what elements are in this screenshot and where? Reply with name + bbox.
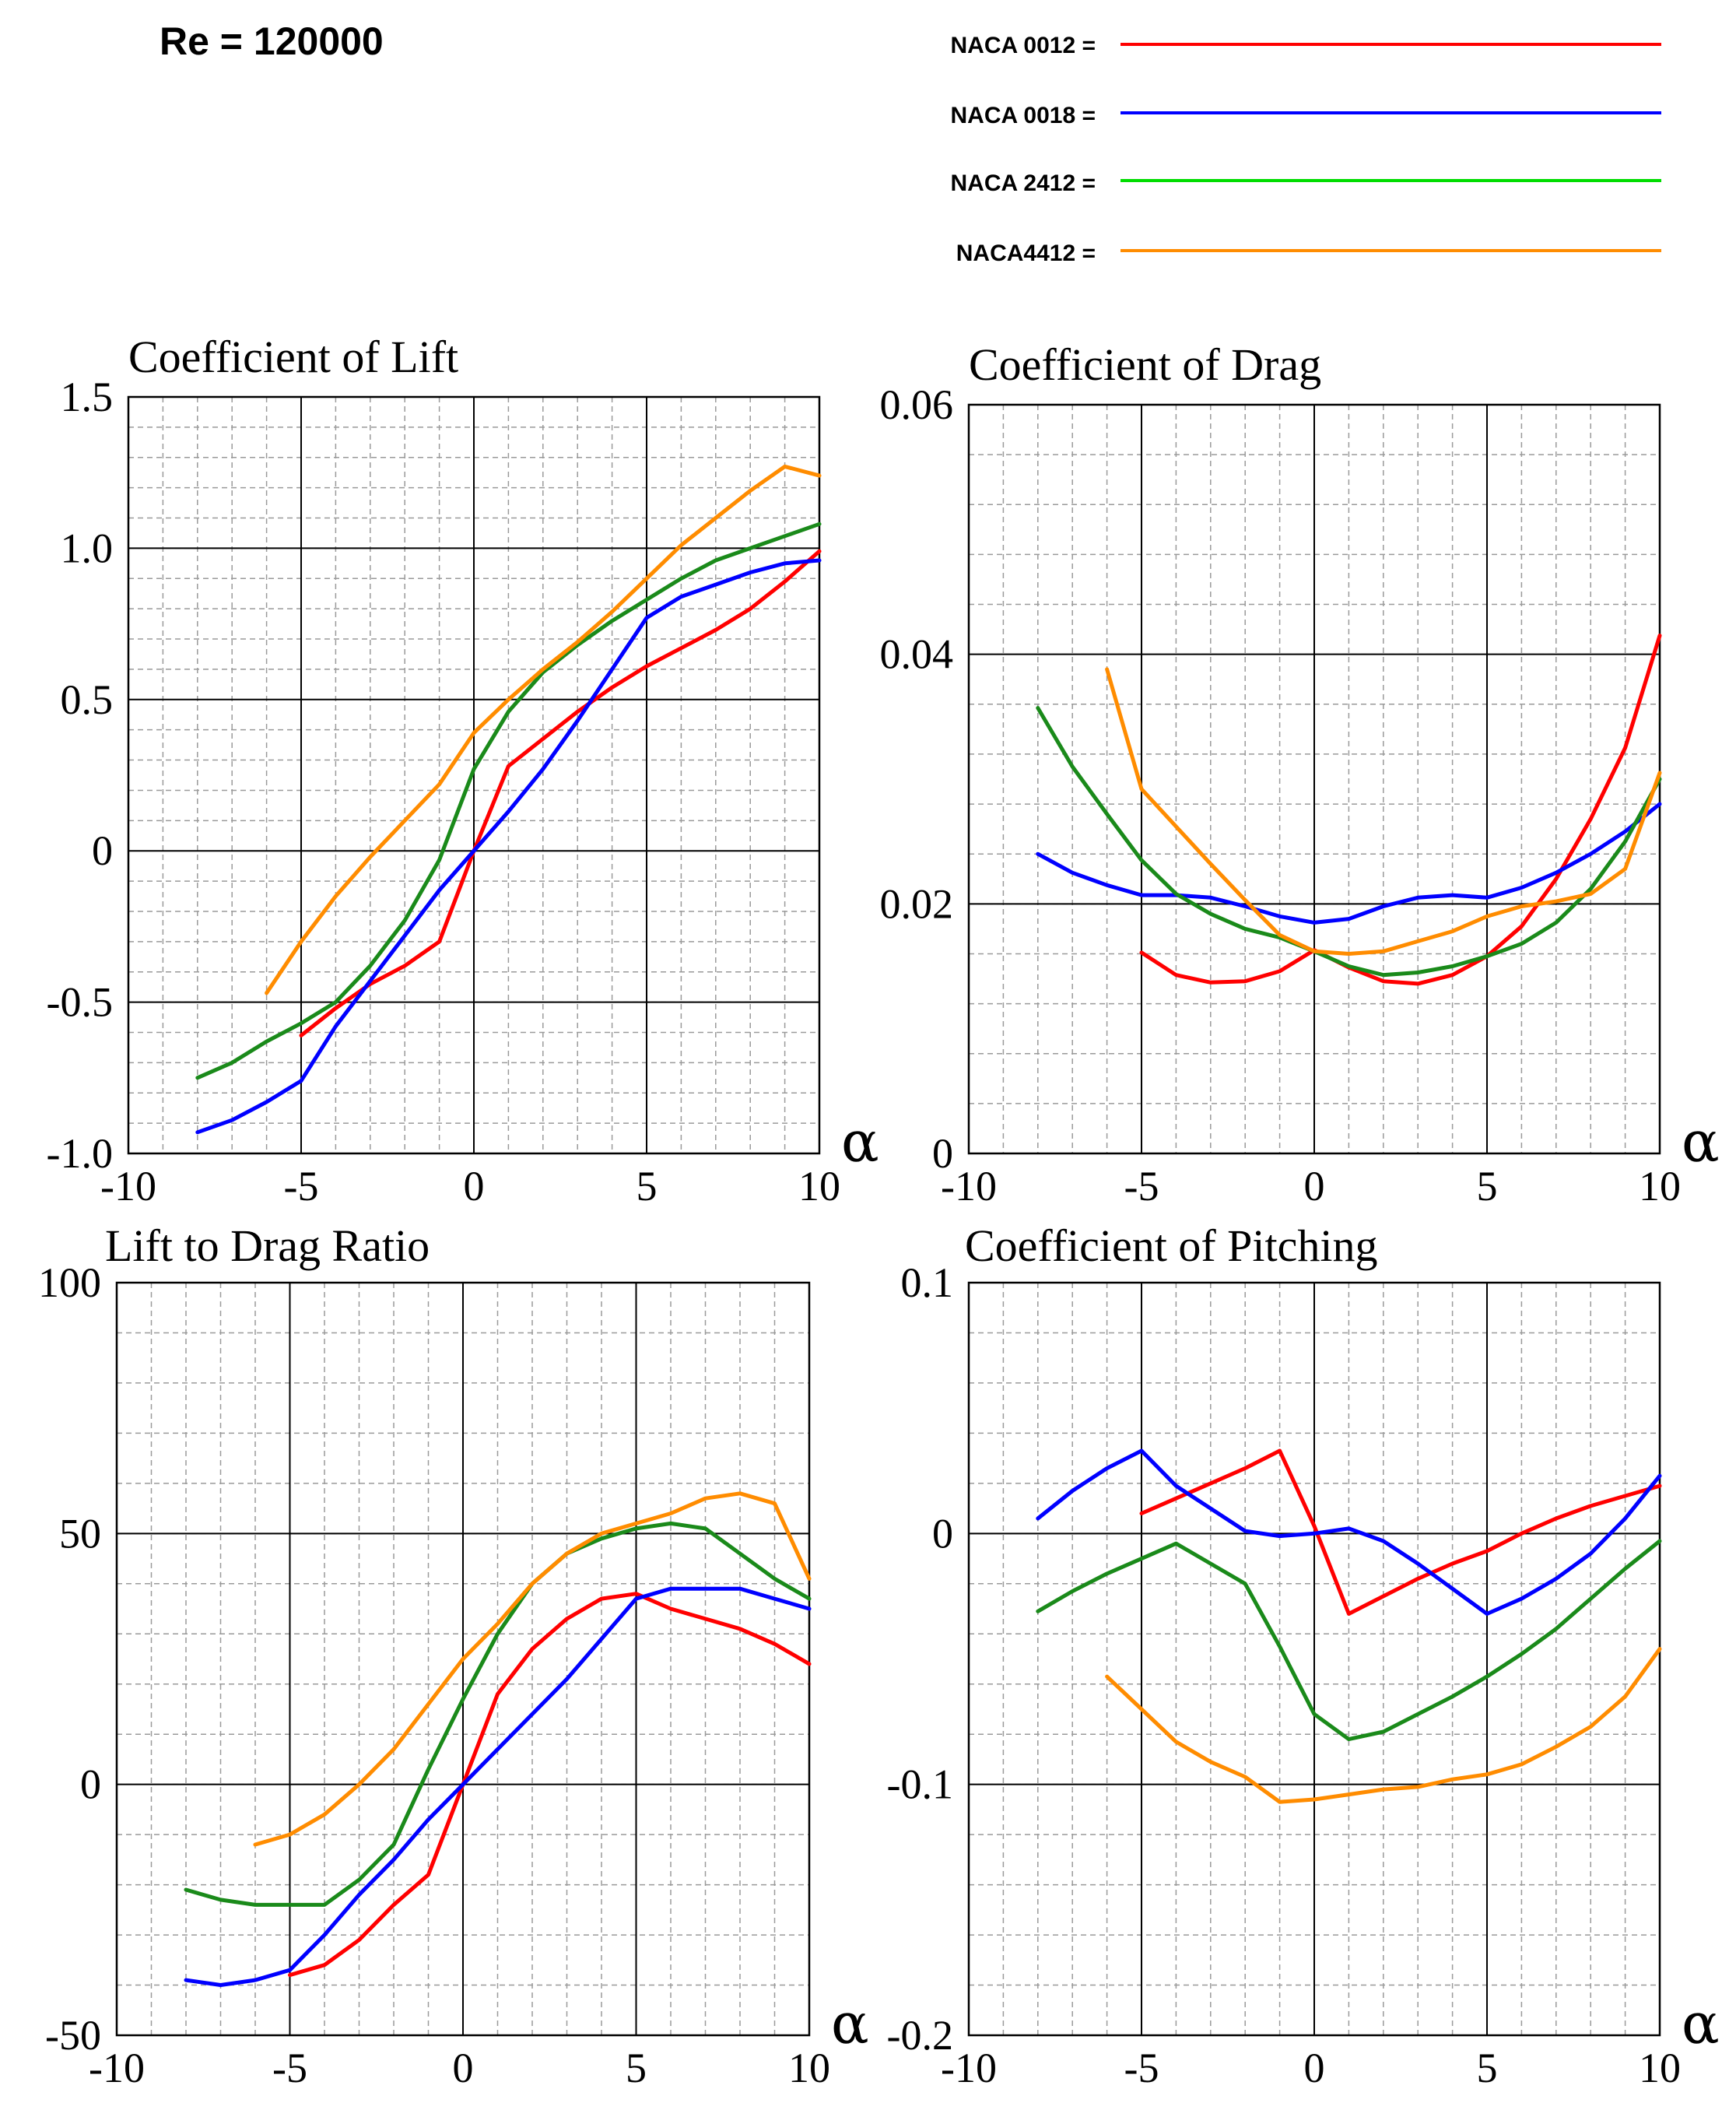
chart-title: Coefficient of Drag xyxy=(969,339,1321,390)
series-line-naca-2412 xyxy=(1036,1539,1662,1742)
series-line-naca-2412 xyxy=(195,521,822,1080)
series-line-naca-0018 xyxy=(195,558,822,1135)
legend-entry-naca-0018: NACA 0018 = xyxy=(951,103,1661,128)
series-line-naca-2412 xyxy=(1036,706,1662,978)
series-line-naca-0018 xyxy=(1036,802,1662,925)
y-tick-label: 0.1 xyxy=(901,1259,954,1306)
y-tick-label: 0.06 xyxy=(880,381,954,428)
chart-title: Coefficient of Lift xyxy=(128,332,458,382)
y-tick-label: 50 xyxy=(59,1510,101,1557)
legend-entry-naca-0012: NACA 0012 = xyxy=(951,33,1661,58)
chart-panel-drag: Coefficient of Drag 0 0.02 0.04 0.06 -10 -5 0 5 1… xyxy=(880,339,1720,1209)
series-line-naca4412 xyxy=(1105,667,1662,956)
series-lines xyxy=(1036,634,1662,986)
legend-label-naca4412: NACA4412 = xyxy=(956,240,1096,266)
y-tick-label: 100 xyxy=(38,1259,101,1306)
legend-label-naca-2412: NACA 2412 = xyxy=(951,170,1096,196)
x-tick-label: 10 xyxy=(788,2045,830,2091)
x-tick-label: 5 xyxy=(637,1163,658,1209)
plot-frame xyxy=(115,1281,811,2037)
x-tick-label: 5 xyxy=(1477,2045,1498,2091)
series-line-naca-0012 xyxy=(1139,634,1662,986)
legend-entry-naca4412: NACA4412 = xyxy=(956,240,1661,266)
series-line-naca-0012 xyxy=(288,1592,812,1978)
chart-title: Lift to Drag Ratio xyxy=(105,1220,430,1271)
y-tick-label: -50 xyxy=(45,2012,101,2059)
x-tick-label: 0 xyxy=(1304,2045,1325,2091)
x-tick-label: 5 xyxy=(626,2045,647,2091)
series-lines xyxy=(195,464,822,1135)
x-tick-label: -5 xyxy=(1124,1163,1159,1209)
y-tick-label: 0 xyxy=(932,1130,953,1177)
series-line-naca4412 xyxy=(253,1491,812,1847)
series-line-naca-2412 xyxy=(184,1521,812,1907)
x-axis-label: α xyxy=(1682,1109,1720,1174)
legend: NACA 0012 = NACA 0018 = NACA 2412 = NACA… xyxy=(951,33,1661,266)
y-tick-label: -0.1 xyxy=(887,1761,953,1808)
x-tick-label: 10 xyxy=(1639,1163,1681,1209)
legend-label-naca-0012: NACA 0012 = xyxy=(951,33,1096,58)
plot-frame xyxy=(967,1281,1661,2037)
y-tick-label: 0 xyxy=(92,827,113,874)
y-tick-label: 1.5 xyxy=(61,374,114,420)
series-line-naca-0018 xyxy=(184,1586,812,1987)
legend-label-naca-0018: NACA 0018 = xyxy=(951,103,1096,128)
x-tick-label: 0 xyxy=(1304,1163,1325,1209)
x-tick-label: -10 xyxy=(100,1163,156,1209)
x-tick-label: 10 xyxy=(1639,2045,1681,2091)
series-line-naca-0018 xyxy=(1036,1448,1662,1616)
chart-title: Coefficient of Pitching xyxy=(965,1220,1378,1271)
x-tick-label: -10 xyxy=(89,2045,145,2091)
y-tick-label: 0 xyxy=(80,1761,101,1808)
series-line-naca-0012 xyxy=(1139,1448,1662,1616)
y-tick-label: 0 xyxy=(932,1510,953,1557)
x-axis-label: α xyxy=(1682,1991,1720,2056)
reynolds-number-label: Re = 120000 xyxy=(160,19,384,63)
series-line-naca4412 xyxy=(265,464,822,995)
y-tick-label: -0.5 xyxy=(47,979,113,1026)
y-tick-label: 0.02 xyxy=(880,880,954,927)
x-tick-label: 0 xyxy=(464,1163,485,1209)
legend-entry-naca-2412: NACA 2412 = xyxy=(951,170,1661,196)
x-axis-label: α xyxy=(841,1109,879,1174)
x-tick-label: -10 xyxy=(941,2045,997,2091)
series-line-naca-0012 xyxy=(299,549,822,1037)
x-tick-label: 10 xyxy=(798,1163,840,1209)
series-lines xyxy=(1036,1448,1662,1804)
y-tick-label: 0.5 xyxy=(61,676,114,723)
x-tick-label: 0 xyxy=(453,2045,474,2091)
y-tick-label: -1.0 xyxy=(47,1130,113,1177)
y-tick-label: 1.0 xyxy=(61,525,114,571)
chart-panel-pitching: Coefficient of Pitching -0.2 -0.1 0 0.1 -10 -5… xyxy=(887,1220,1720,2091)
x-tick-label: -10 xyxy=(941,1163,997,1209)
x-tick-label: -5 xyxy=(284,1163,319,1209)
y-tick-label: -0.2 xyxy=(887,2012,953,2059)
y-tick-label: 0.04 xyxy=(880,631,954,678)
series-lines xyxy=(184,1491,812,1987)
x-axis-label: α xyxy=(831,1991,869,2056)
chart-panel-lift: Coefficient of Lift -1.0 -0.5 0 0.5 1.0 1.5 -10… xyxy=(47,332,879,1209)
x-tick-label: 5 xyxy=(1477,1163,1498,1209)
x-tick-label: -5 xyxy=(1124,2045,1159,2091)
x-tick-label: -5 xyxy=(272,2045,307,2091)
plot-frame xyxy=(127,395,821,1155)
series-line-naca4412 xyxy=(1105,1647,1662,1804)
